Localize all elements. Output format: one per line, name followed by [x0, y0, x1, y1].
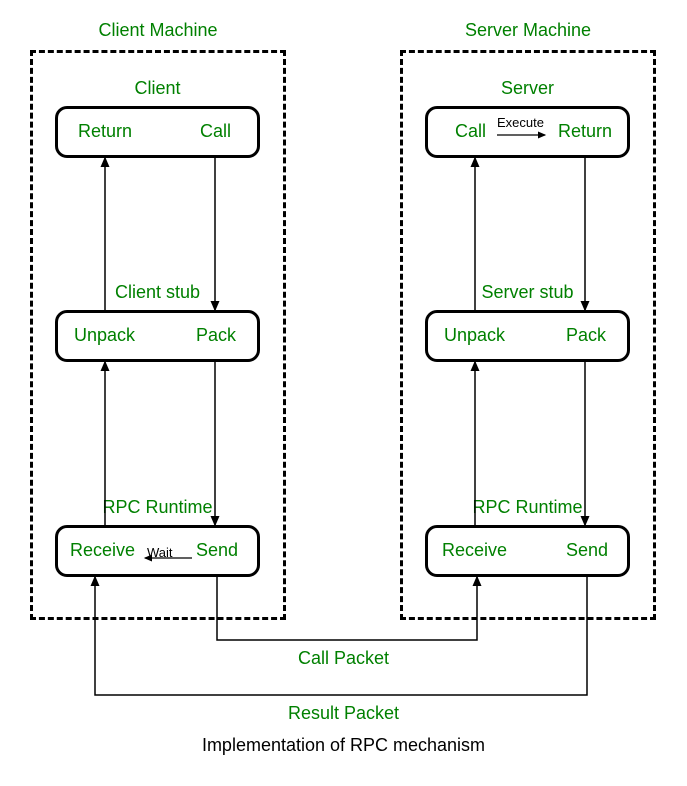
- call-packet-label: Call Packet: [0, 648, 687, 669]
- server-send-label: Send: [566, 540, 608, 561]
- client-pack-label: Pack: [196, 325, 236, 346]
- client-runtime-title: RPC Runtime: [55, 497, 260, 518]
- server-return-label: Return: [558, 121, 612, 142]
- result-packet-label: Result Packet: [0, 703, 687, 724]
- diagram-caption: Implementation of RPC mechanism: [0, 735, 687, 756]
- client-wait-label: Wait: [147, 545, 173, 560]
- client-send-label: Send: [196, 540, 238, 561]
- client-machine-title: Client Machine: [30, 20, 286, 41]
- server-receive-label: Receive: [442, 540, 507, 561]
- server-execute-label: Execute: [497, 115, 544, 130]
- server-pack-label: Pack: [566, 325, 606, 346]
- client-unpack-label: Unpack: [74, 325, 135, 346]
- client-stub-title: Client stub: [55, 282, 260, 303]
- client-receive-label: Receive: [70, 540, 135, 561]
- server-stub-title: Server stub: [425, 282, 630, 303]
- client-return-label: Return: [78, 121, 132, 142]
- server-runtime-title: RPC Runtime: [425, 497, 630, 518]
- server-machine-title: Server Machine: [400, 20, 656, 41]
- server-unpack-label: Unpack: [444, 325, 505, 346]
- client-node-title: Client: [55, 78, 260, 99]
- server-call-label: Call: [455, 121, 486, 142]
- client-call-label: Call: [200, 121, 231, 142]
- server-node-title: Server: [425, 78, 630, 99]
